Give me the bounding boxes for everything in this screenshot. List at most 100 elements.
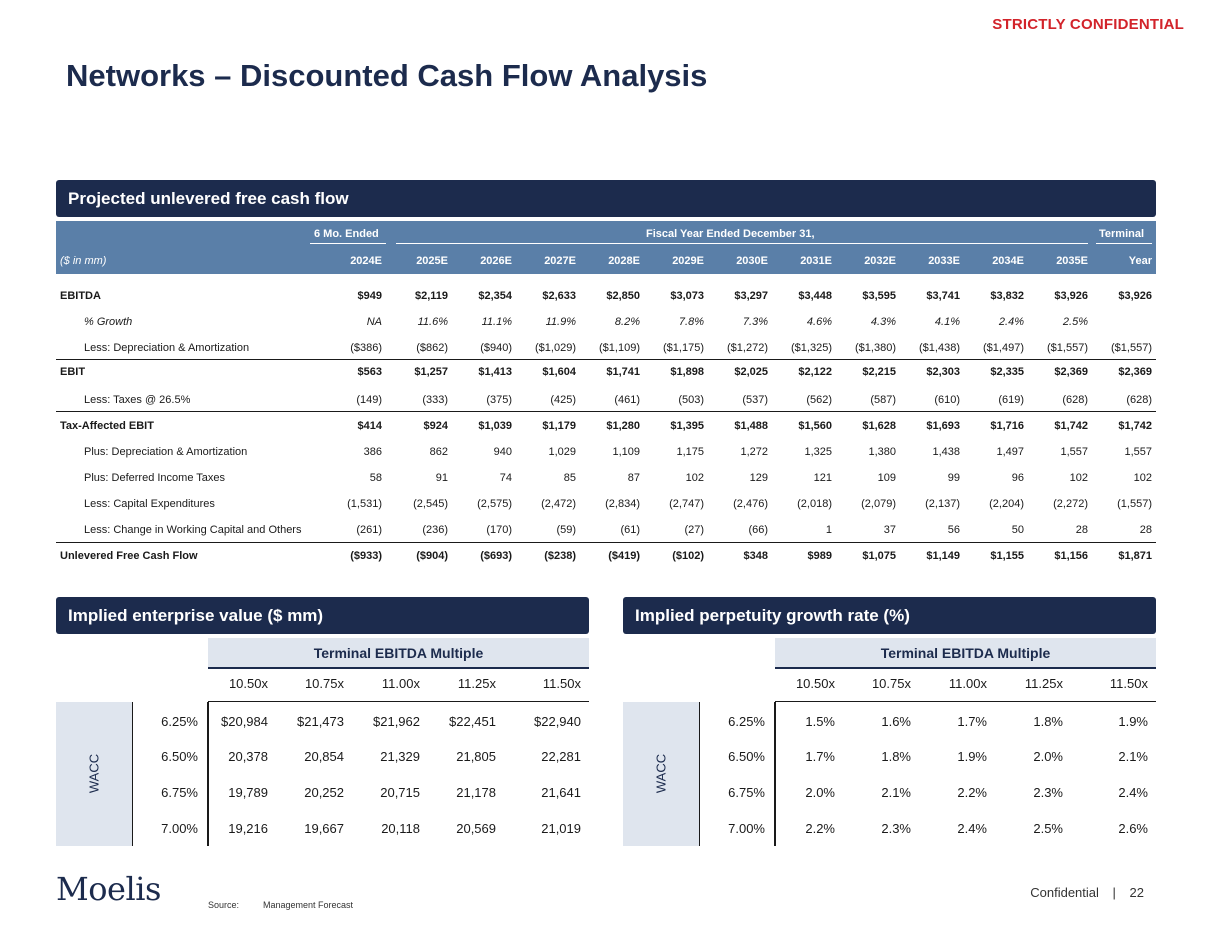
terminal-rule bbox=[1096, 243, 1152, 244]
moelis-logo: Moelis bbox=[56, 870, 161, 908]
wacc-box bbox=[56, 702, 132, 846]
wacc-rate: 6.25% bbox=[728, 714, 765, 729]
sensitivity-cell: 19,216 bbox=[228, 821, 268, 836]
left-divider bbox=[132, 702, 133, 846]
sensitivity-cell: 2.4% bbox=[1118, 785, 1148, 800]
table-cell: (236) bbox=[422, 524, 448, 536]
header-rule bbox=[775, 701, 1156, 702]
table-cell: ($1,175) bbox=[663, 342, 704, 354]
table-cell: (503) bbox=[678, 394, 704, 406]
row-label: Tax-Affected EBIT bbox=[60, 420, 154, 432]
terminal-multiple-header: Terminal EBITDA Multiple bbox=[775, 638, 1156, 669]
table-row: Unlevered Free Cash Flow ($933) ($904) ($69… bbox=[56, 544, 1156, 570]
table-cell: $348 bbox=[743, 550, 768, 562]
rule-after-taxes bbox=[56, 411, 1156, 412]
sensitivity-cell: 2.5% bbox=[1033, 821, 1063, 836]
table-cell: 1,109 bbox=[612, 446, 640, 458]
table-cell: ($940) bbox=[480, 342, 512, 354]
sensitivity-cell: $22,451 bbox=[449, 714, 496, 729]
column-header: 2024E bbox=[350, 255, 382, 267]
table-cell: $2,303 bbox=[926, 366, 960, 378]
table-row: Plus: Deferred Income Taxes 58 91 74 85 87 102… bbox=[56, 466, 1156, 492]
table-cell: $1,693 bbox=[926, 420, 960, 432]
table-row: Less: Capital Expenditures (1,531) (2,545)… bbox=[56, 492, 1156, 518]
wacc-label: WACC bbox=[653, 753, 669, 794]
table-cell: $3,448 bbox=[798, 290, 832, 302]
sensitivity-cell: 1.7% bbox=[957, 714, 987, 729]
table-cell: $1,871 bbox=[1118, 550, 1152, 562]
row-label: Unlevered Free Cash Flow bbox=[60, 550, 198, 562]
sensitivity-cell: 1.9% bbox=[1118, 714, 1148, 729]
table-cell: (2,272) bbox=[1053, 498, 1088, 510]
table-cell: (66) bbox=[748, 524, 768, 536]
sensitivity-cell: 19,667 bbox=[304, 821, 344, 836]
footer-separator: | bbox=[1112, 885, 1116, 900]
column-header: 2032E bbox=[864, 255, 896, 267]
table-cell: (61) bbox=[620, 524, 640, 536]
fiscal-year-rule bbox=[396, 243, 1088, 244]
table-cell: $2,122 bbox=[798, 366, 832, 378]
table-cell: $2,119 bbox=[414, 290, 448, 302]
sensitivity-cell: $21,962 bbox=[373, 714, 420, 729]
table-cell: (375) bbox=[486, 394, 512, 406]
row-label: Less: Taxes @ 26.5% bbox=[84, 394, 191, 406]
table-row: Less: Change in Working Capital and Othe… bbox=[56, 518, 1156, 544]
column-header: 2031E bbox=[800, 255, 832, 267]
table-cell: 7.3% bbox=[742, 316, 768, 328]
confidential-label: STRICTLY CONFIDENTIAL bbox=[992, 16, 1184, 33]
table-cell: $2,369 bbox=[1054, 366, 1088, 378]
table-cell: 4.1% bbox=[934, 316, 960, 328]
table-cell: (628) bbox=[1062, 394, 1088, 406]
rule-after-wc bbox=[56, 542, 1156, 543]
sensitivity-cell: 2.6% bbox=[1118, 821, 1148, 836]
table-cell: $3,741 bbox=[926, 290, 960, 302]
table-cell: (2,018) bbox=[797, 498, 832, 510]
table-cell: $949 bbox=[357, 290, 382, 302]
column-header: 2035E bbox=[1056, 255, 1088, 267]
wacc-rate: 7.00% bbox=[161, 821, 198, 836]
table-cell: (2,204) bbox=[989, 498, 1024, 510]
multiple-header: 11.25x bbox=[457, 676, 496, 691]
table-cell: 940 bbox=[493, 446, 512, 458]
sensitivity-cell: 2.2% bbox=[957, 785, 987, 800]
table-cell: (425) bbox=[550, 394, 576, 406]
pgr-section-title: Implied perpetuity growth rate (%) bbox=[635, 605, 910, 625]
table-cell: ($1,380) bbox=[855, 342, 896, 354]
table-cell: NA bbox=[366, 316, 382, 328]
table-cell: (628) bbox=[1126, 394, 1152, 406]
table-cell: $989 bbox=[807, 550, 832, 562]
table-cell: 85 bbox=[563, 472, 576, 484]
table-cell: 4.3% bbox=[870, 316, 896, 328]
table-cell: (619) bbox=[998, 394, 1024, 406]
sensitivity-cell: 20,715 bbox=[380, 785, 420, 800]
table-cell: ($933) bbox=[350, 550, 382, 562]
table-cell: 121 bbox=[813, 472, 832, 484]
multiple-header: 10.50x bbox=[795, 676, 835, 691]
table-cell: $1,155 bbox=[990, 550, 1024, 562]
table-cell: (1,531) bbox=[347, 498, 382, 510]
column-header: 2029E bbox=[672, 255, 704, 267]
table-cell: (2,575) bbox=[477, 498, 512, 510]
column-header: 2026E bbox=[480, 255, 512, 267]
table-cell: (537) bbox=[742, 394, 768, 406]
table-cell: $1,742 bbox=[1118, 420, 1152, 432]
table-row: Less: Depreciation & Amortization ($386) (… bbox=[56, 336, 1156, 362]
table-cell: $2,369 bbox=[1118, 366, 1152, 378]
table-cell: $414 bbox=[357, 420, 382, 432]
table-cell: 1,497 bbox=[996, 446, 1024, 458]
table-cell: 11.9% bbox=[545, 316, 576, 328]
table-cell: ($1,497) bbox=[983, 342, 1024, 354]
column-header: 2030E bbox=[736, 255, 768, 267]
table-cell: $1,257 bbox=[414, 366, 448, 378]
table-cell: ($1,029) bbox=[535, 342, 576, 354]
table-cell: $3,926 bbox=[1054, 290, 1088, 302]
table-cell: (2,472) bbox=[541, 498, 576, 510]
table-cell: 109 bbox=[877, 472, 896, 484]
column-header: 2033E bbox=[928, 255, 960, 267]
table-cell: ($1,438) bbox=[919, 342, 960, 354]
multiple-header: 10.50x bbox=[228, 676, 268, 691]
table-cell: 862 bbox=[429, 446, 448, 458]
fiscal-year-label: Fiscal Year Ended December 31, bbox=[646, 228, 815, 240]
terminal-multiple-header: Terminal EBITDA Multiple bbox=[208, 638, 589, 669]
six-month-label: 6 Mo. Ended bbox=[314, 228, 379, 240]
